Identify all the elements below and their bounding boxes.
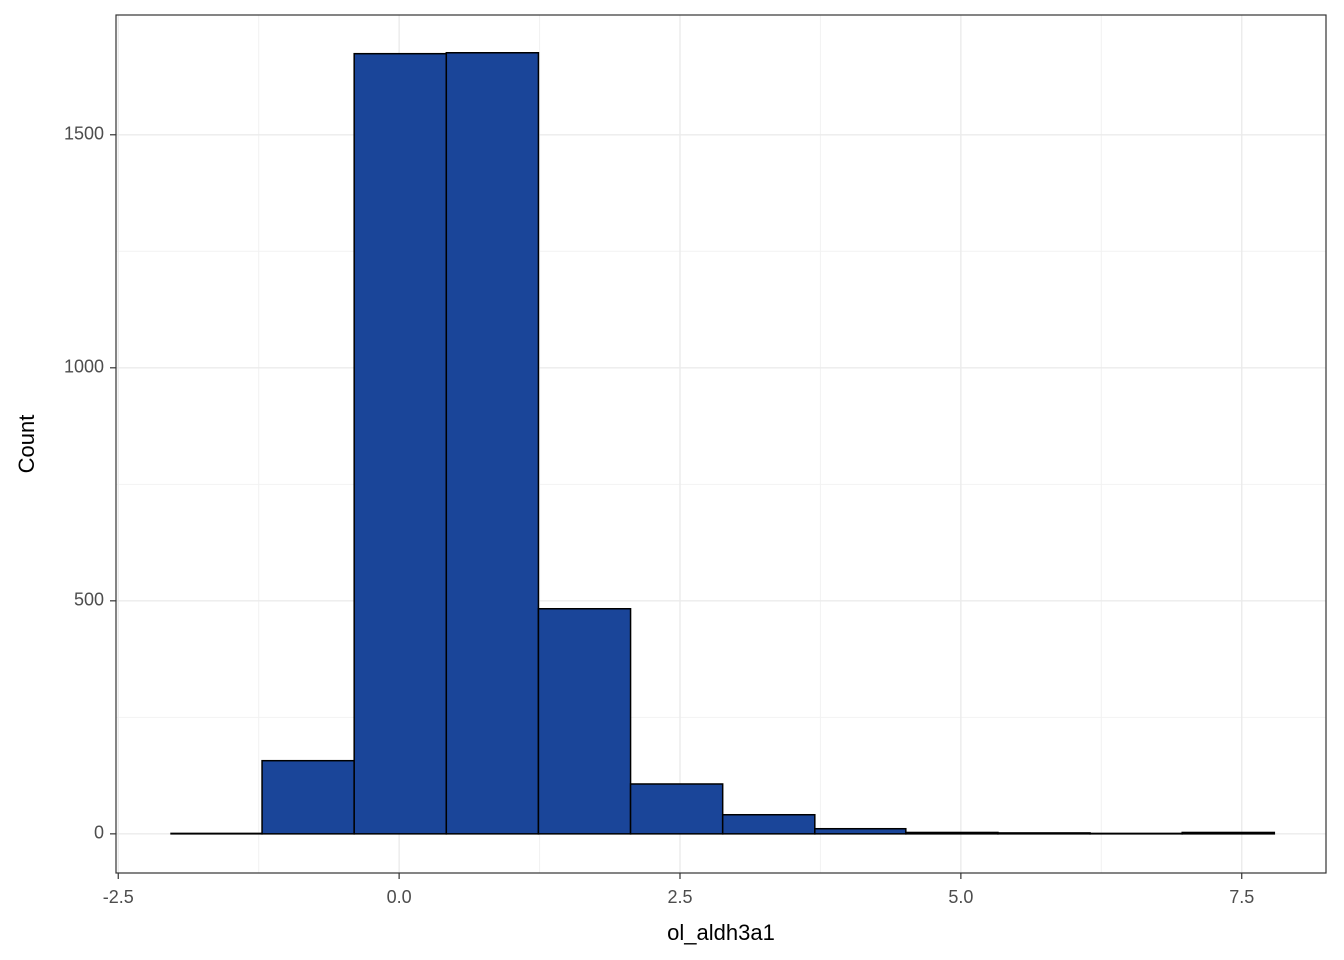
bar [353,52,448,835]
y-tick-label: 0 [94,823,104,843]
bar [905,831,999,835]
y-tick-label: 1500 [64,124,104,144]
y-tick-label: 1000 [64,357,104,377]
bar [537,607,632,835]
x-tick-label: 7.5 [1229,887,1254,907]
panel-border [115,14,1327,874]
x-axis-title: ol_aldh3a1 [667,920,775,945]
bar [629,783,724,835]
bar [261,759,355,835]
x-tick-label: -2.5 [103,887,134,907]
x-tick-label: 5.0 [948,887,973,907]
bar [721,813,816,835]
bar [445,52,540,835]
bar [1181,831,1276,835]
y-tick-label: 500 [74,590,104,610]
x-tick-label: 0.0 [387,887,412,907]
y-axis-title: Count [14,415,39,474]
bar [997,832,1091,835]
x-tick-label: 2.5 [667,887,692,907]
bar [814,827,907,835]
